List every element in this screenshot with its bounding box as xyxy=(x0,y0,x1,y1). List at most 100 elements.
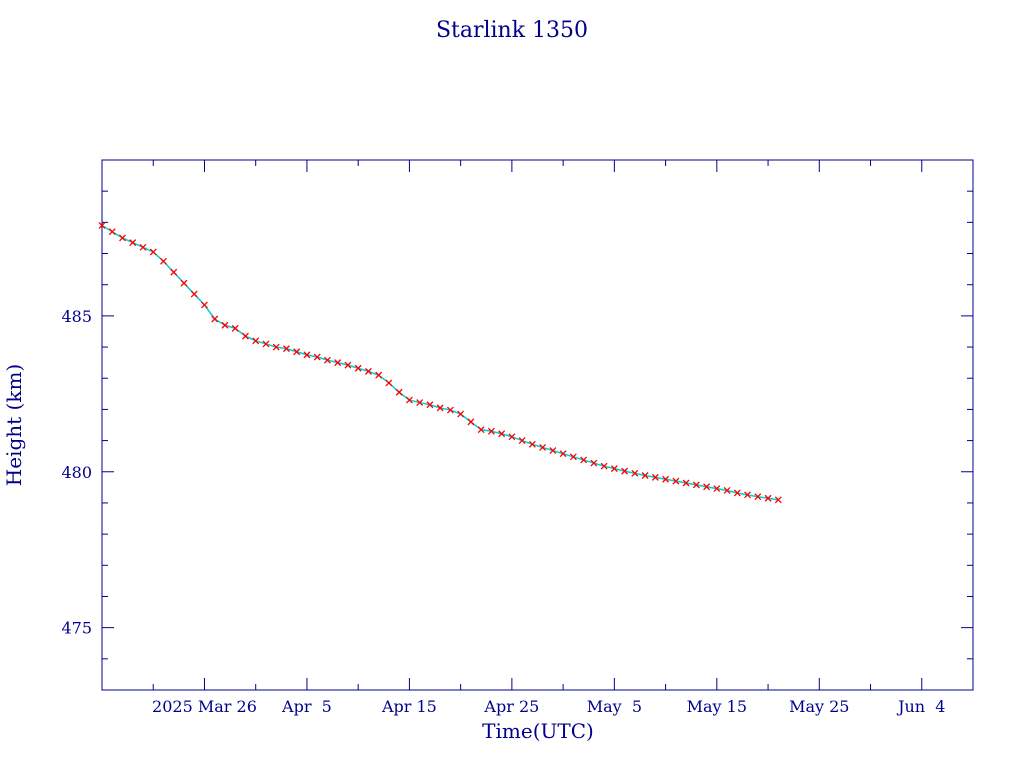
data-point xyxy=(334,359,342,367)
data-point-stroke xyxy=(303,351,311,359)
data-point xyxy=(467,418,475,426)
data-point xyxy=(108,228,116,236)
data-point xyxy=(528,440,536,448)
data-point-stroke xyxy=(180,279,188,287)
data-point xyxy=(580,456,588,464)
data-point-stroke xyxy=(149,248,157,256)
data-point xyxy=(539,443,547,451)
data-point xyxy=(621,467,629,475)
data-point-stroke xyxy=(487,427,495,435)
x-axis-tick-labels: 2025 Mar 26 Apr 5 Apr 15 Apr 25 May 5 May 15 M… xyxy=(152,697,945,716)
data-point xyxy=(293,348,301,356)
y-axis-ticks xyxy=(102,159,973,691)
data-point xyxy=(651,473,659,481)
data-point xyxy=(139,243,147,251)
data-point xyxy=(252,337,260,345)
y-axis-tick-labels: 475 480 485 xyxy=(61,307,92,638)
data-point-stroke xyxy=(518,437,526,445)
data-point-stroke xyxy=(549,447,557,455)
x-tick-label: Apr 25 xyxy=(483,697,539,716)
data-point xyxy=(559,450,567,458)
x-tick-label: 2025 Mar 26 xyxy=(152,697,257,716)
data-point xyxy=(610,465,618,473)
data-point-stroke xyxy=(692,481,700,489)
data-point xyxy=(231,324,239,332)
data-point-stroke xyxy=(375,371,383,379)
chart-title: Starlink 1350 xyxy=(436,18,588,43)
data-point xyxy=(508,433,516,441)
data-point-stroke xyxy=(723,487,731,494)
series-line xyxy=(101,224,779,501)
data-point-stroke xyxy=(108,228,116,236)
height-series xyxy=(98,222,782,504)
data-point xyxy=(303,351,311,359)
y-axis-label: Height (km) xyxy=(2,364,26,486)
data-point-stroke xyxy=(713,485,721,493)
data-point xyxy=(313,353,321,361)
data-point-stroke xyxy=(160,257,167,265)
data-point xyxy=(682,479,690,487)
data-point-stroke xyxy=(631,469,639,477)
data-point-stroke xyxy=(405,396,413,404)
x-tick-label: May 25 xyxy=(789,697,849,716)
data-point xyxy=(446,406,454,414)
data-point-stroke xyxy=(446,406,454,414)
data-point-stroke xyxy=(457,410,465,418)
data-point xyxy=(774,496,782,504)
data-point-stroke xyxy=(426,401,434,409)
data-point-stroke xyxy=(98,222,106,229)
data-point xyxy=(600,462,608,470)
x-axis-label: Time(UTC) xyxy=(482,719,594,743)
data-point-stroke xyxy=(498,430,506,438)
data-point xyxy=(436,404,444,412)
data-point xyxy=(395,388,403,396)
data-point xyxy=(764,494,772,502)
data-point xyxy=(477,426,485,434)
data-point xyxy=(262,340,270,348)
data-point-stroke xyxy=(621,467,629,475)
data-point-stroke xyxy=(641,472,649,479)
data-point xyxy=(98,222,106,229)
data-point-stroke xyxy=(703,483,711,491)
x-tick-label: Jun 4 xyxy=(896,697,945,716)
data-point-stroke xyxy=(129,239,137,247)
data-point xyxy=(549,447,557,455)
data-point xyxy=(190,290,198,298)
data-point-stroke xyxy=(436,404,444,412)
data-point-stroke xyxy=(651,473,659,481)
data-point xyxy=(241,332,249,340)
data-point-stroke xyxy=(272,343,280,351)
x-tick-label: May 5 xyxy=(587,697,642,716)
data-point-stroke xyxy=(682,479,690,487)
data-point xyxy=(416,399,424,407)
data-point-stroke xyxy=(262,340,270,348)
data-point xyxy=(375,371,383,379)
x-axis-ticks xyxy=(101,160,974,690)
data-point xyxy=(405,396,413,404)
x-tick-label: May 15 xyxy=(687,697,747,716)
data-point xyxy=(631,469,639,477)
data-point-stroke xyxy=(344,361,352,369)
data-point xyxy=(160,257,167,265)
data-point xyxy=(487,427,495,435)
data-point xyxy=(662,475,670,483)
data-point-stroke xyxy=(744,491,752,499)
data-point-stroke xyxy=(231,324,239,332)
data-point-stroke xyxy=(241,332,249,340)
data-point xyxy=(272,343,280,351)
data-point-stroke xyxy=(754,493,762,501)
x-tick-label: Apr 15 xyxy=(381,697,437,716)
data-point-stroke xyxy=(590,459,598,467)
data-point-stroke xyxy=(580,456,588,464)
data-point xyxy=(703,483,711,491)
data-point xyxy=(385,379,393,387)
data-point-stroke xyxy=(508,433,516,441)
data-point xyxy=(733,489,741,497)
data-point-stroke xyxy=(211,315,219,323)
data-point xyxy=(518,437,526,445)
data-point xyxy=(713,485,721,493)
data-point-stroke xyxy=(201,301,208,309)
data-point-stroke xyxy=(477,426,485,434)
data-point xyxy=(221,321,229,329)
